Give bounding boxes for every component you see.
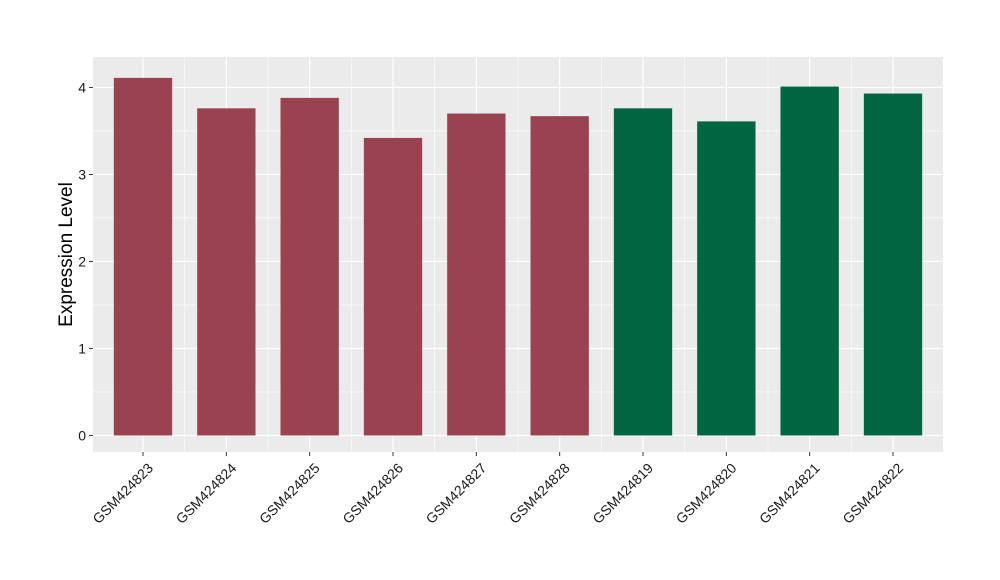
- y-axis-title: Expression Level: [56, 182, 77, 327]
- x-tick-label: GSM424824: [173, 460, 240, 527]
- x-tick-label: GSM424819: [589, 460, 656, 527]
- x-tick-label: GSM424827: [423, 460, 490, 527]
- x-tick-label: GSM424823: [89, 460, 156, 527]
- y-tick-label: 1: [78, 340, 86, 356]
- bar-GSM424827: [447, 113, 506, 436]
- bar-GSM424824: [197, 108, 256, 436]
- x-tick-label: GSM424821: [756, 460, 823, 527]
- bar-GSM424820: [697, 121, 756, 436]
- bar-GSM424823: [113, 77, 173, 436]
- y-axis: 0 1 2 3 4: [78, 79, 93, 443]
- x-tick-label: GSM424828: [506, 460, 573, 527]
- bars: [113, 77, 923, 436]
- bar-GSM424826: [363, 137, 423, 436]
- y-tick-label: 2: [78, 253, 86, 269]
- bar-GSM424819: [613, 108, 673, 436]
- bar-GSM424825: [280, 97, 339, 436]
- x-tick-label: GSM424822: [839, 460, 906, 527]
- y-tick-label: 3: [78, 166, 86, 182]
- x-tick-label: GSM424820: [673, 460, 740, 527]
- y-tick-label: 0: [78, 427, 86, 443]
- x-tick-label: GSM424826: [339, 460, 406, 527]
- bar-GSM424821: [780, 86, 839, 436]
- bar-GSM424828: [530, 116, 589, 436]
- x-tick-label: GSM424825: [256, 460, 323, 527]
- y-tick-label: 4: [78, 79, 86, 95]
- bar-GSM424822: [863, 93, 923, 436]
- x-axis: GSM424823 GSM424824 GSM424825 GSM424826 GSM4…: [89, 452, 906, 527]
